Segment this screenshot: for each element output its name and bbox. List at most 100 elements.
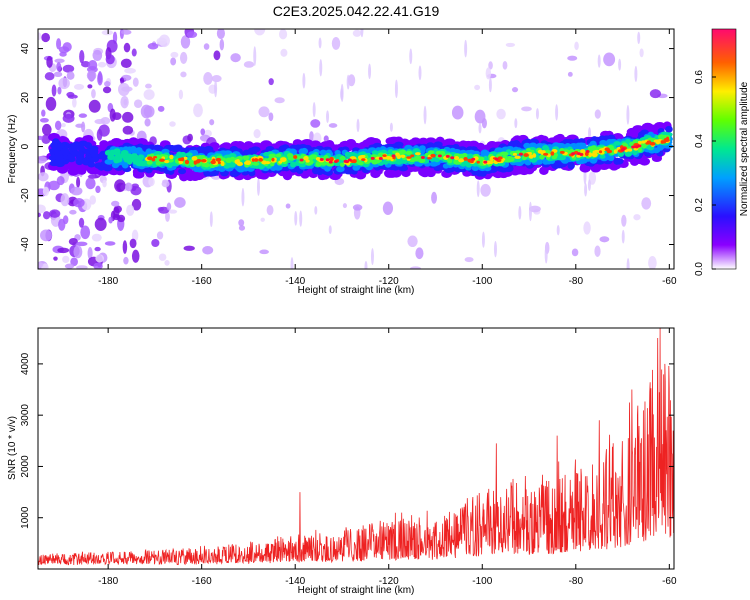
noise-blob xyxy=(58,218,66,231)
ridge-blob xyxy=(637,147,643,153)
noise-blob xyxy=(147,42,159,50)
noise-blob xyxy=(209,119,215,126)
ridge-blob xyxy=(154,154,162,160)
ridge-blob xyxy=(122,155,131,162)
ridge-blob xyxy=(293,155,298,159)
noise-streak xyxy=(621,229,625,244)
noise-blob xyxy=(91,88,96,99)
ridge-blob xyxy=(258,158,264,162)
noise-blob xyxy=(62,255,70,264)
noise-blob xyxy=(594,109,601,119)
noise-blob xyxy=(183,245,195,251)
noise-blob xyxy=(285,203,291,209)
noise-blob xyxy=(528,205,541,213)
ridge-blob xyxy=(289,161,297,168)
ridge-blob xyxy=(372,142,382,149)
noise-blob xyxy=(187,133,193,142)
noise-blob xyxy=(122,125,134,135)
noise-blob xyxy=(203,43,210,50)
snr-x-tick-label: -100 xyxy=(472,576,492,587)
snr-x-tick-label: -180 xyxy=(98,576,118,587)
noise-blob xyxy=(202,246,214,255)
spectrogram-x-tick-label: -120 xyxy=(379,276,399,287)
noise-streak xyxy=(368,63,372,80)
noise-streak xyxy=(253,46,257,66)
noise-blob xyxy=(80,225,91,240)
noise-streak xyxy=(241,188,245,207)
colorbar-tick-label: 0.0 xyxy=(694,262,705,276)
noise-blob xyxy=(87,174,99,179)
ridge-blob xyxy=(49,148,59,155)
ridge-blob xyxy=(220,161,225,167)
noise-blob xyxy=(258,106,270,118)
noise-blob xyxy=(170,57,177,66)
ridge-blob xyxy=(555,155,563,161)
ridge-blob xyxy=(469,159,474,164)
ridge-blob xyxy=(344,151,351,158)
ridge-blob xyxy=(535,142,545,149)
noise-blob xyxy=(238,219,245,227)
noise-streak xyxy=(626,104,630,125)
noise-blob xyxy=(120,95,129,109)
ridge-blob xyxy=(104,149,112,156)
ridge-blob xyxy=(315,161,322,167)
noise-blob xyxy=(118,82,130,97)
noise-blob xyxy=(64,263,75,269)
spectrogram-x-tick-label: -60 xyxy=(662,276,677,287)
noise-blob xyxy=(62,113,75,123)
noise-blob xyxy=(131,198,142,211)
spectrogram-y-ticks: -40 -20 0 20 40 xyxy=(20,43,674,252)
ridge-blob xyxy=(140,161,147,167)
noise-blob xyxy=(238,225,246,231)
noise-blob xyxy=(219,38,225,51)
ridge-blob xyxy=(146,160,153,165)
noise-blob xyxy=(180,35,191,49)
noise-streak xyxy=(535,108,539,120)
noise-blob xyxy=(571,248,579,257)
noise-blob xyxy=(120,58,132,68)
noise-blob xyxy=(39,117,49,123)
noise-blob xyxy=(169,121,176,127)
ridge-blob xyxy=(196,146,207,153)
ridge-blob xyxy=(217,161,221,165)
noise-blob xyxy=(94,246,101,252)
noise-streak xyxy=(294,210,298,226)
ridge-blob xyxy=(60,147,70,156)
ridge-blob xyxy=(512,152,518,156)
noise-blob xyxy=(121,29,132,35)
ridge-blob xyxy=(339,155,346,161)
ridge-blob xyxy=(56,153,65,161)
noise-blob xyxy=(639,48,644,58)
noise-blob xyxy=(85,177,96,190)
noise-streak xyxy=(356,118,360,133)
noise-blob xyxy=(56,176,65,186)
noise-blob xyxy=(88,99,101,113)
noise-streak xyxy=(556,225,560,236)
ridge-hotspot xyxy=(518,152,523,156)
ridge-blob xyxy=(430,153,436,158)
noise-blob xyxy=(161,180,170,188)
ridge-blob xyxy=(410,137,421,145)
noise-blob xyxy=(243,61,255,68)
ridge-blob xyxy=(88,147,99,156)
snr-y-tick-label: 3000 xyxy=(20,404,31,427)
ridge-blob xyxy=(627,148,633,152)
noise-streak xyxy=(389,122,393,132)
noise-blob xyxy=(45,96,57,111)
noise-blob xyxy=(109,108,116,122)
noise-blob xyxy=(42,123,52,136)
noise-blob xyxy=(94,217,107,231)
noise-blob xyxy=(151,238,160,247)
ridge-hotspot xyxy=(299,158,304,162)
noise-blob xyxy=(38,172,49,182)
noise-streak xyxy=(256,178,260,196)
ridge-blob xyxy=(476,160,480,164)
noise-blob xyxy=(72,97,77,108)
ridge-blob xyxy=(49,155,57,161)
ridge-blob xyxy=(250,146,261,153)
ridge-blob xyxy=(442,163,450,169)
noise-blob xyxy=(143,105,155,118)
noise-streak xyxy=(481,231,485,248)
noise-blob xyxy=(309,131,314,142)
noise-blob xyxy=(70,186,83,196)
